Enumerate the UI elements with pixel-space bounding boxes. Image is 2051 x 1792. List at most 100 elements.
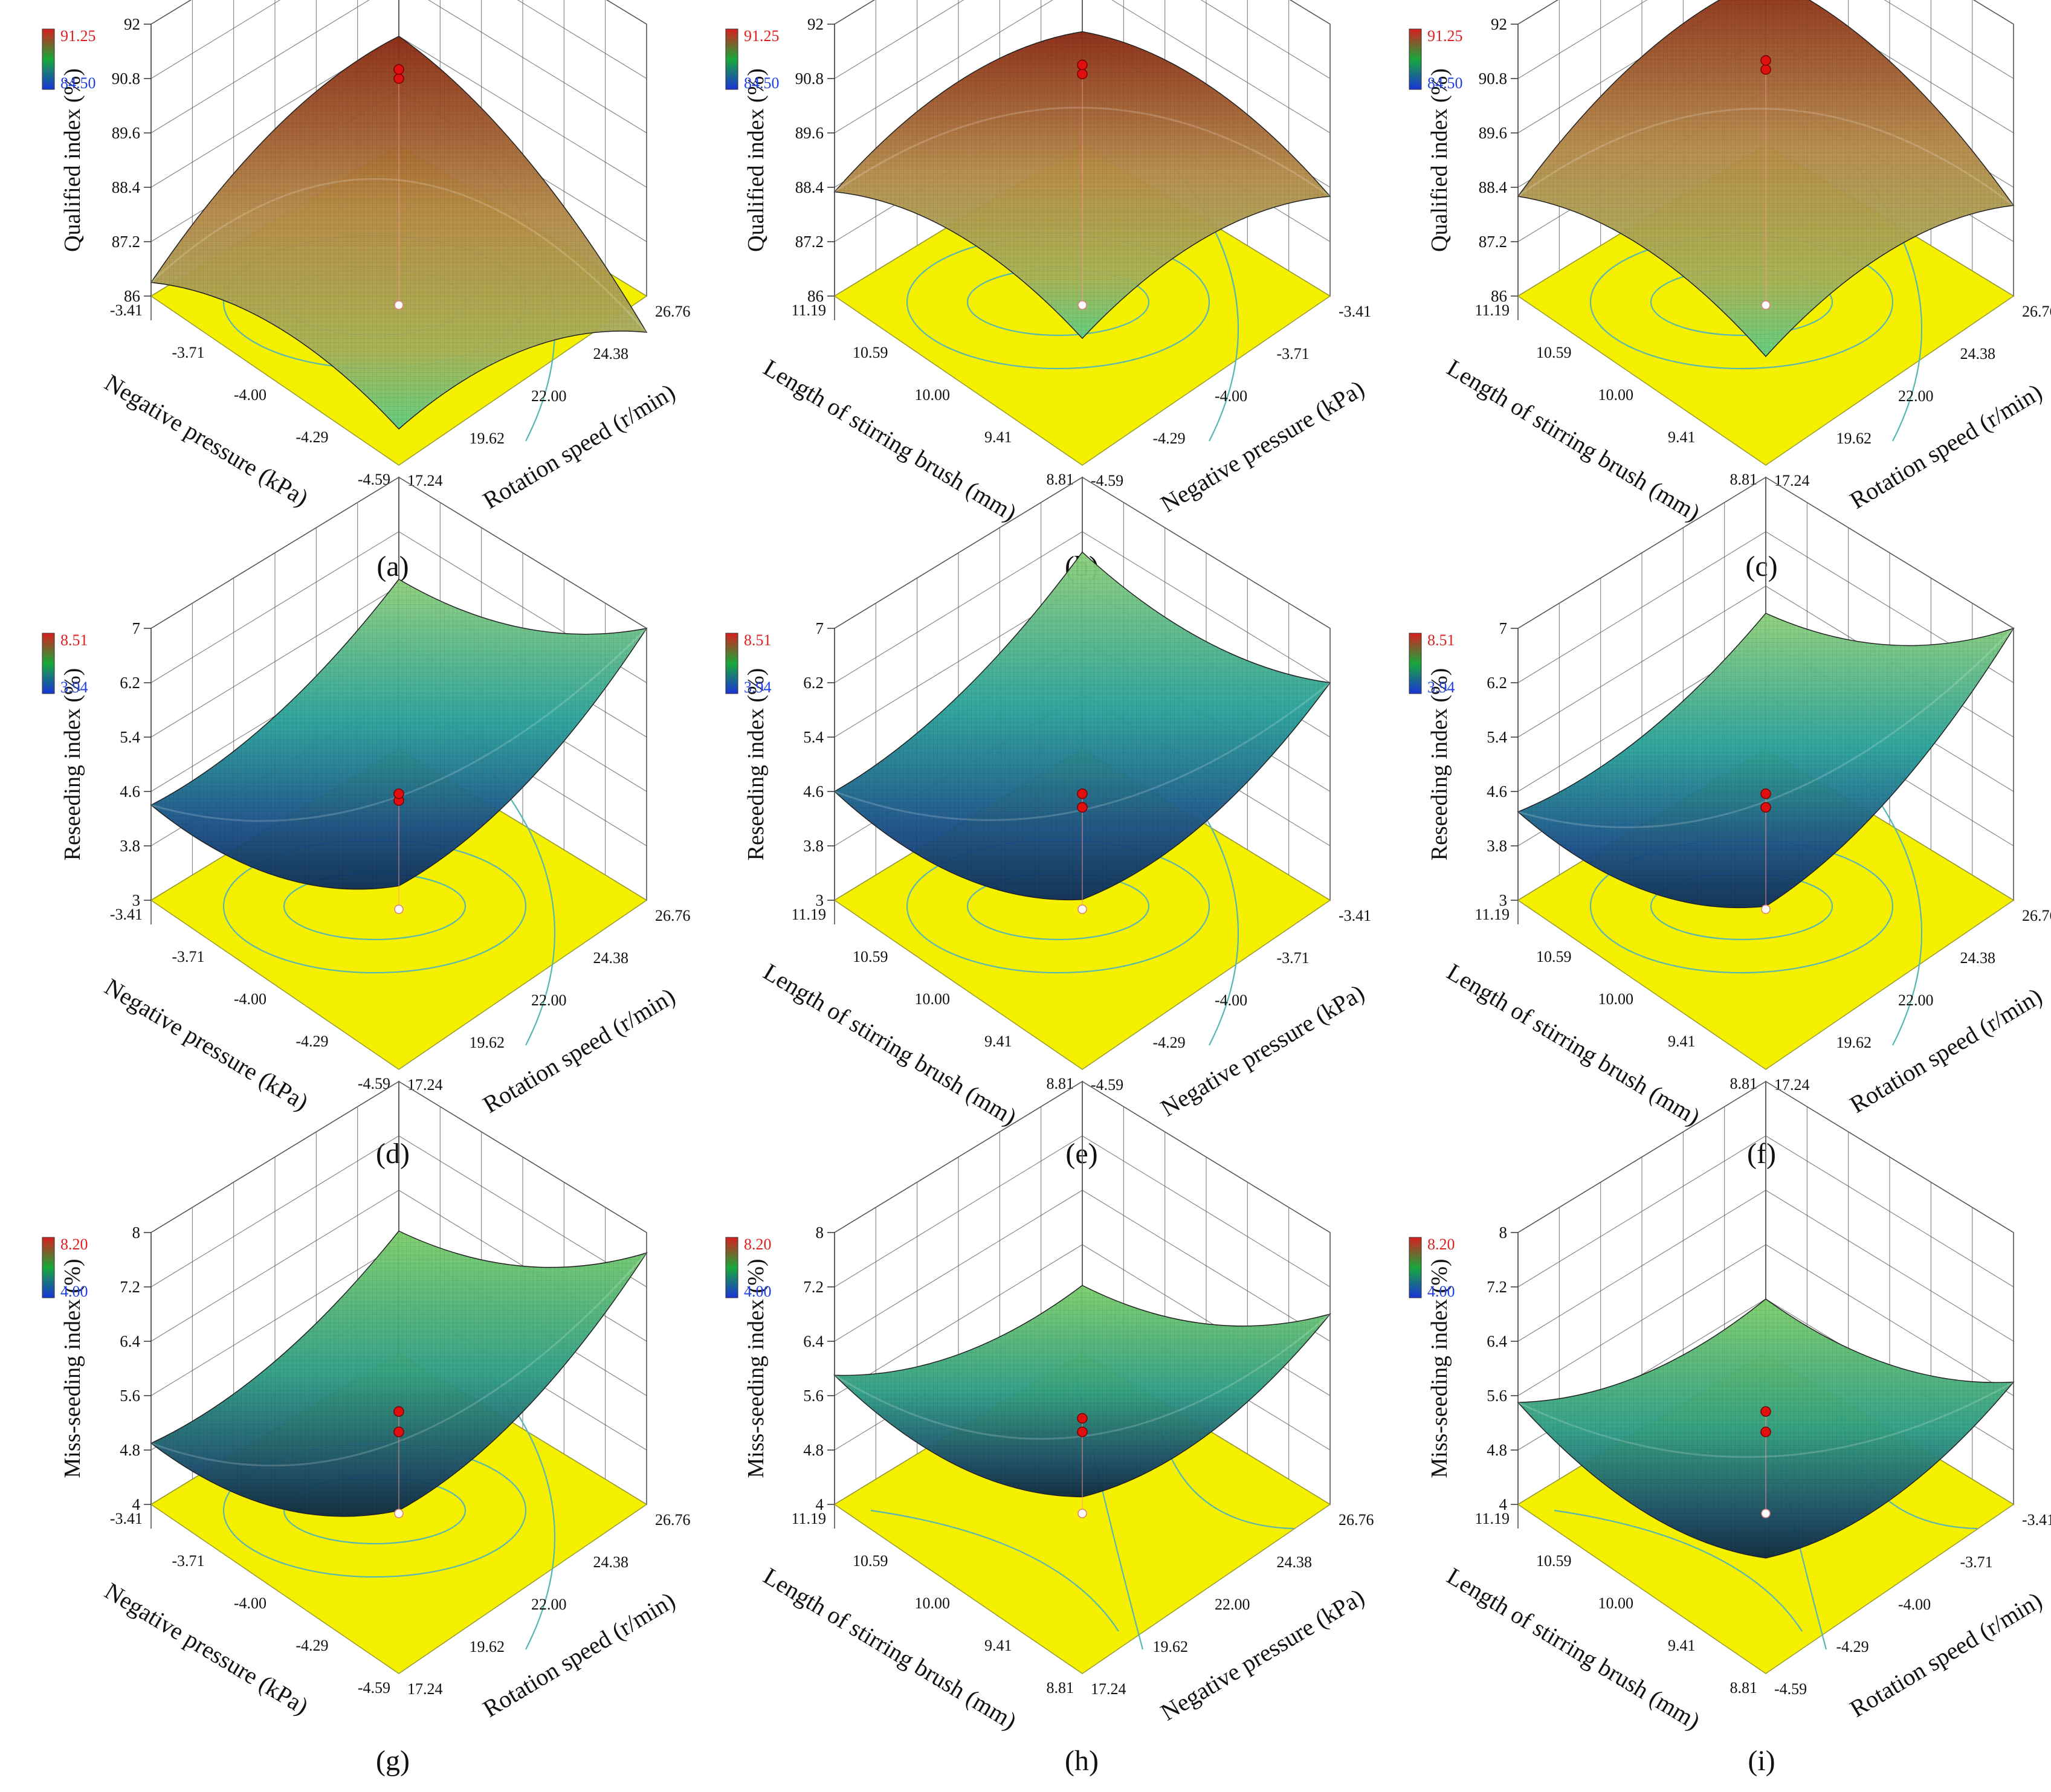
z-tick-label: 4 xyxy=(816,1495,824,1513)
x-tick-label: 11.19 xyxy=(791,906,826,923)
colorbar-gradient xyxy=(725,28,738,90)
z-tick-label: 3 xyxy=(816,891,824,909)
y-tick-label: 17.24 xyxy=(407,472,443,489)
optimum-markers xyxy=(1760,788,1771,914)
surface-mesh xyxy=(835,552,1330,900)
colorbar-min: 3.94 xyxy=(1427,678,1455,696)
colorbar: 8.51 3.94 xyxy=(42,631,88,696)
z-tick-label: 7.2 xyxy=(1487,1278,1507,1296)
y-tick-label: 22.00 xyxy=(531,1596,567,1613)
optimum-point xyxy=(393,64,404,75)
y-tick-label: 24.38 xyxy=(1277,1553,1313,1571)
z-tick-label: 86 xyxy=(124,287,140,305)
z-tick-label: 87.2 xyxy=(795,233,824,251)
x-tick-label: 9.41 xyxy=(1668,1637,1696,1654)
optimum-markers xyxy=(1077,59,1088,310)
y-tick-label: 19.62 xyxy=(1836,430,1872,447)
y-tick-label: 17.24 xyxy=(1774,1076,1810,1094)
x-tick-label: -4.00 xyxy=(234,1594,266,1612)
caption-g: (g) xyxy=(376,1745,410,1777)
y-tick-label: -3.71 xyxy=(1960,1553,1993,1571)
z-tick-label: 89.6 xyxy=(1479,124,1507,142)
colorbar: 8.20 4.00 xyxy=(1409,1236,1455,1300)
z-tick-label: 7.2 xyxy=(803,1278,824,1296)
y-tick-label: 22.00 xyxy=(1215,1596,1250,1613)
optimum-point xyxy=(1760,1426,1771,1437)
x-tick-label: 10.59 xyxy=(853,948,888,965)
y-tick-labels: 17.24 19.62 22.00 24.38 26.76 xyxy=(407,907,691,1094)
y-tick-label: 19.62 xyxy=(470,1034,505,1051)
y-tick-labels: -4.59 -4.29 -4.00 -3.71 -3.41 xyxy=(1091,303,1371,489)
optimum-markers xyxy=(393,64,404,310)
x-tick-label: -3.71 xyxy=(172,344,204,361)
y-tick-label: 17.24 xyxy=(407,1076,443,1094)
surface-mesh xyxy=(151,579,647,889)
optimum-floor-point xyxy=(1761,904,1771,914)
z-tick-label: 7 xyxy=(816,619,824,637)
optimum-markers xyxy=(1760,1406,1771,1518)
y-tick-label: 19.62 xyxy=(470,1638,505,1655)
z-tick-labels: 4 4.8 5.6 6.4 7.2 8 xyxy=(1487,1223,1518,1513)
x-tick-label: 10.00 xyxy=(1598,1594,1634,1612)
optimum-point xyxy=(1077,1426,1088,1437)
z-axis-label: Miss-seeding index (%) xyxy=(743,1259,769,1478)
z-tick-label: 3 xyxy=(1499,891,1508,909)
y-axis-label: Negative pressure (kPa) xyxy=(1156,979,1369,1122)
colorbar: 8.20 4.00 xyxy=(725,1236,772,1300)
colorbar: 8.51 3.94 xyxy=(1409,631,1455,696)
z-tick-label: 5.6 xyxy=(803,1387,824,1405)
colorbar-max: 8.20 xyxy=(1427,1236,1455,1253)
colorbar-max: 8.51 xyxy=(744,631,772,649)
colorbar-max: 91.25 xyxy=(1427,27,1463,45)
x-tick-label: 10.59 xyxy=(853,1552,888,1570)
x-tick-label: -4.00 xyxy=(234,990,266,1008)
colorbar-gradient xyxy=(1409,1237,1422,1298)
optimum-point xyxy=(393,1426,404,1437)
colorbar-max: 8.20 xyxy=(744,1236,772,1253)
y-tick-label: 22.00 xyxy=(1898,387,1934,405)
y-tick-label: -4.00 xyxy=(1898,1596,1931,1613)
optimum-floor-point xyxy=(1077,904,1087,914)
colorbar-min: 4.00 xyxy=(60,1283,88,1300)
colorbar-gradient xyxy=(1409,633,1422,694)
x-tick-labels: -4.59-4.29-4.00-3.71-3.41 xyxy=(110,1510,390,1697)
z-tick-label: 89.6 xyxy=(795,124,824,142)
optimum-markers xyxy=(1077,1413,1088,1518)
y-tick-label: 26.76 xyxy=(1339,1511,1374,1529)
colorbar: 8.20 4.00 xyxy=(42,1236,88,1300)
x-tick-label: 8.81 xyxy=(1047,1075,1074,1092)
z-tick-label: 6.4 xyxy=(120,1332,140,1350)
z-tick-label: 92 xyxy=(1491,15,1507,33)
z-tick-label: 4.6 xyxy=(1487,782,1507,801)
x-tick-labels: -4.59-4.29-4.00-3.71-3.41 xyxy=(110,906,390,1092)
optimum-markers xyxy=(1077,788,1088,914)
optimum-floor-point xyxy=(394,300,404,310)
colorbar-gradient xyxy=(1409,28,1422,90)
optimum-floor-point xyxy=(1077,1509,1087,1518)
z-tick-label: 89.6 xyxy=(112,124,140,142)
x-tick-label: 10.59 xyxy=(1536,948,1572,965)
x-tick-label: 11.19 xyxy=(1474,301,1510,319)
x-tick-label: 8.81 xyxy=(1730,471,1758,488)
colorbar-min: 4.00 xyxy=(744,1283,772,1300)
caption-f: (f) xyxy=(1747,1138,1776,1170)
contour-line xyxy=(1554,1509,1803,1632)
optimum-point xyxy=(1760,788,1771,799)
y-axis-label: Rotation speed (r/min) xyxy=(1845,1587,2047,1723)
z-axis-label: Reseeding index (%) xyxy=(743,668,769,861)
x-tick-label: 11.19 xyxy=(1474,906,1510,923)
y-tick-labels: 17.24 19.62 22.00 24.38 26.76 xyxy=(1774,907,2051,1094)
z-tick-labels: 4 4.8 5.6 6.4 7.2 8 xyxy=(120,1223,151,1513)
x-tick-label: 10.59 xyxy=(1536,1552,1572,1570)
x-tick-label: 11.19 xyxy=(791,301,826,319)
y-tick-label: 24.38 xyxy=(593,345,629,363)
z-axis-label: Reseeding index (%) xyxy=(60,668,85,861)
contour-line xyxy=(489,770,556,1046)
z-tick-label: 90.8 xyxy=(795,69,824,88)
y-tick-labels: 17.24 19.62 22.00 24.38 26.76 xyxy=(407,1511,691,1698)
x-tick-label: 11.19 xyxy=(1474,1510,1510,1527)
optimum-markers xyxy=(1760,55,1771,310)
